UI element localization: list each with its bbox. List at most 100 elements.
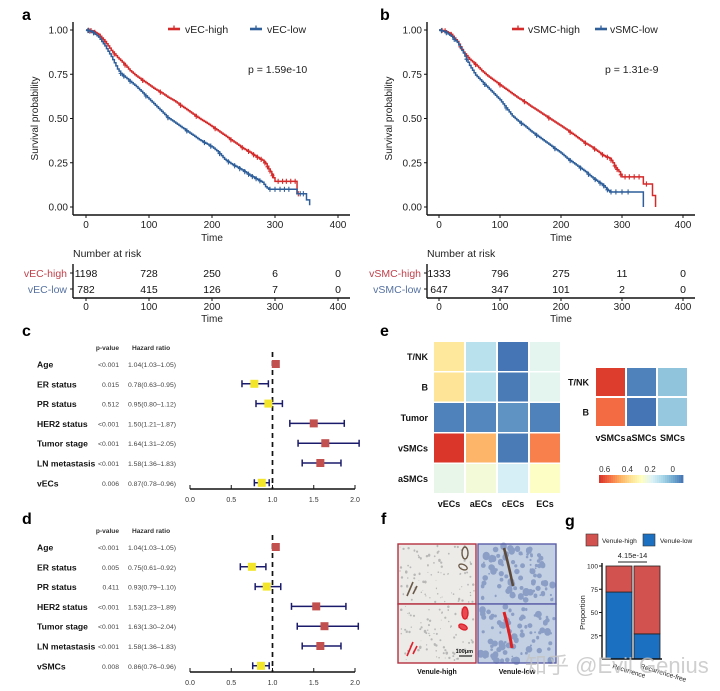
- y-tick-label: 25: [591, 633, 599, 640]
- p-value: <0.001: [98, 421, 119, 428]
- heatmap-row-label: aSMCs: [398, 474, 428, 484]
- hazard-ratio-point: [262, 582, 271, 591]
- hazard-ratio-text: 1.53(1.23–1.89): [128, 604, 176, 611]
- risk-count: 275: [552, 268, 570, 280]
- heatmap-cell: [466, 342, 496, 371]
- x-tick-label: 400: [330, 220, 347, 231]
- heatmap-row-label: Tumor: [401, 413, 429, 423]
- y-tick-label: 0.75: [49, 70, 69, 81]
- colorbar-segment: [609, 475, 612, 483]
- y-tick-label: 50: [591, 610, 599, 617]
- censor-mark: [257, 178, 262, 184]
- heatmap-col-label: SMCs: [660, 433, 685, 443]
- venule-vessel: [406, 581, 418, 597]
- legend-label: Venule-low: [660, 538, 692, 545]
- tissue-texture: [400, 605, 475, 662]
- variable-label: Age: [37, 543, 53, 553]
- venule-vessel: [461, 606, 469, 620]
- censor-mark: [87, 28, 92, 34]
- panel-label-c: c: [22, 323, 31, 340]
- colorbar-segment: [619, 475, 622, 483]
- hazard-ratio-text: 0.75(0.61–0.92): [128, 565, 176, 572]
- legend-label: vEC-low: [267, 24, 307, 36]
- risk-count: 6: [272, 268, 278, 280]
- risk-x-tick-label: 200: [553, 302, 570, 313]
- risk-count: 782: [77, 284, 95, 296]
- censor-mark: [273, 186, 277, 192]
- censor-mark: [583, 140, 588, 146]
- risk-row-label: vEC-low: [28, 284, 68, 296]
- bar-segment-Venule-high: [605, 565, 633, 593]
- censor-mark: [286, 186, 291, 192]
- x-tick-label: 0: [83, 220, 89, 231]
- x-tick-label: 2.0: [350, 497, 360, 504]
- colorbar-segment: [665, 475, 668, 483]
- y-tick-label: 75: [591, 587, 599, 594]
- tissue-texture: [399, 544, 475, 604]
- censor-mark: [217, 150, 222, 157]
- censor-mark: [620, 189, 624, 195]
- censor-mark: [240, 145, 245, 151]
- colorbar-segment: [673, 475, 676, 483]
- heatmap-cell: [466, 403, 496, 432]
- colorbar-segment: [659, 475, 662, 483]
- x-tick-label: 1.5: [309, 497, 319, 504]
- x-tick-label: 0.5: [226, 680, 236, 687]
- legend-swatch-Venule-low: [642, 533, 656, 547]
- heatmap-col-label: aSMCs: [626, 433, 656, 443]
- venule-vessel: [406, 641, 418, 657]
- hazard-ratio-text: 0.86(0.76–0.96): [128, 664, 176, 671]
- heatmap-e-main: T/NK B Tumor vSMCs aSMCs vECs aECs cECs ECs: [398, 342, 560, 509]
- y-tick-label: 0.75: [403, 70, 423, 81]
- x-tick-label: 0.5: [226, 497, 236, 504]
- colorbar-segment: [653, 475, 656, 483]
- censor-mark: [623, 174, 628, 180]
- censor-mark: [464, 56, 469, 62]
- risk-row-label: vSMC-low: [373, 284, 421, 296]
- censor-mark: [593, 176, 598, 183]
- y-tick-label: 0.00: [403, 203, 423, 214]
- censor-mark: [444, 30, 449, 36]
- p-value-annotation: p = 1.59e-10: [248, 64, 307, 76]
- risk-table-title: Number at risk: [73, 248, 142, 260]
- censor-mark: [228, 137, 233, 143]
- venule-vessel: [502, 611, 514, 649]
- colorbar: 0.6 0.4 0.2 0: [599, 465, 684, 483]
- heatmap-cell: [498, 342, 528, 371]
- censor-mark: [143, 93, 148, 99]
- censor-mark: [568, 129, 573, 135]
- censor-mark: [600, 152, 605, 158]
- panel-label-g: g: [565, 513, 575, 530]
- hazard-ratio-text: 0.87(0.78–0.96): [128, 481, 176, 488]
- colorbar-segment: [657, 475, 660, 483]
- heatmap-cell: [434, 372, 464, 402]
- censor-mark: [519, 120, 524, 126]
- censor-mark: [632, 174, 637, 180]
- variable-label: vSMCs: [37, 661, 66, 671]
- risk-count: 2: [619, 284, 625, 296]
- venule-vessel: [458, 623, 468, 631]
- micrograph-border: [397, 603, 477, 664]
- hazard-ratio-point: [271, 360, 280, 368]
- heatmap-row-label: T/NK: [407, 352, 428, 362]
- colorbar-segment: [625, 475, 628, 483]
- hazard-ratio-text: 1.04(1.03–1.05): [128, 545, 176, 552]
- variable-label: Tumor stage: [37, 439, 88, 449]
- hazard-ratio-point: [316, 459, 325, 467]
- x-axis-title: Time: [201, 233, 223, 244]
- risk-table-title: Number at risk: [427, 248, 496, 260]
- heatmap-row-label: B: [422, 383, 429, 393]
- heatmap-row-label: vSMCs: [398, 444, 428, 454]
- heatmap-cell: [434, 464, 464, 493]
- scale-bar-label: 100μm: [456, 649, 474, 655]
- censor-mark: [627, 174, 632, 180]
- hazard-ratio-text: 1.58(1.36–1.83): [128, 461, 176, 468]
- x-tick-label: 0.0: [185, 680, 195, 687]
- colorbar-segment: [629, 475, 632, 483]
- colorbar-segment: [607, 475, 610, 483]
- risk-count: 347: [491, 284, 509, 296]
- censor-mark: [118, 70, 123, 76]
- censor-mark: [612, 163, 617, 169]
- censor-mark: [293, 178, 298, 184]
